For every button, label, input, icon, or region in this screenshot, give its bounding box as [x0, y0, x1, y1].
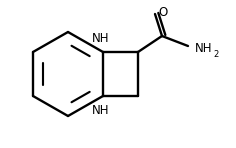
Text: NH: NH	[195, 41, 213, 54]
Text: O: O	[158, 5, 168, 18]
Text: 2: 2	[213, 49, 219, 58]
Text: NH: NH	[92, 32, 110, 45]
Text: NH: NH	[92, 103, 110, 116]
